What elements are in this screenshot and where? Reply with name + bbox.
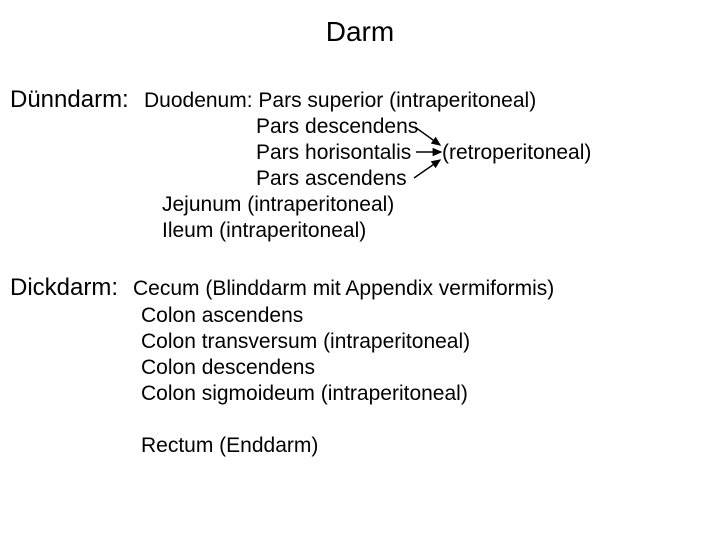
duodenum-line: Duodenum: Pars superior (intraperitoneal… xyxy=(144,89,536,113)
colon-descendens: Colon descendens xyxy=(141,356,315,380)
cecum-line: Cecum (Blinddarm mit Appendix vermiformi… xyxy=(133,277,554,301)
arrow-descendens xyxy=(415,127,440,145)
colon-ascendens: Colon ascendens xyxy=(141,304,303,328)
ileum-line: Ileum (intraperitoneal) xyxy=(162,219,366,243)
jejunum-line: Jejunum (intraperitoneal) xyxy=(162,193,394,217)
pars-horisontalis: Pars horisontalis xyxy=(256,141,411,165)
dickdarm-label: Dickdarm: xyxy=(10,274,118,302)
arrow-ascendens xyxy=(414,160,440,178)
colon-sigmoideum: Colon sigmoideum (intraperitoneal) xyxy=(141,382,468,406)
pars-descendens: Pars descendens xyxy=(256,115,418,139)
arrows-svg xyxy=(0,0,720,540)
rectum-line: Rectum (Enddarm) xyxy=(141,434,318,458)
colon-transversum: Colon transversum (intraperitoneal) xyxy=(141,330,470,354)
pars-ascendens: Pars ascendens xyxy=(256,167,407,191)
retroperitoneal-label: (retroperitoneal) xyxy=(442,141,591,165)
page-title: Darm xyxy=(0,16,720,48)
duenndarm-label: Dünndarm: xyxy=(10,86,129,114)
